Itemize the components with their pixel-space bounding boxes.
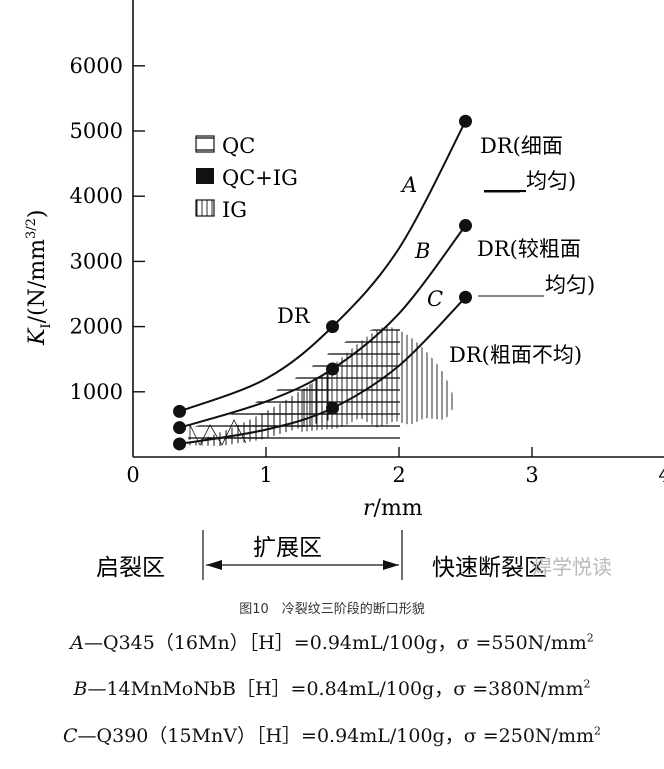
y-tick-label-1000: 1000 bbox=[70, 380, 123, 404]
marker-c-0 bbox=[173, 437, 187, 451]
x-tick-label-0: 0 bbox=[126, 463, 139, 487]
zone-initiation: 启裂区 bbox=[96, 555, 165, 581]
marker-b-1 bbox=[326, 362, 339, 376]
y-tick-label-5000: 5000 bbox=[70, 119, 123, 143]
figure-caption: 图10 冷裂纹三阶段的断口形貌 bbox=[239, 602, 425, 617]
y-tick-label-4000: 4000 bbox=[70, 184, 123, 208]
legend-ig: IG bbox=[222, 198, 247, 222]
note-a: A—Q345（16Mn）［H］=0.94mL/100g，σ =550N/mm2 bbox=[70, 631, 594, 654]
y-tick-label-3000: 3000 bbox=[70, 249, 123, 273]
marker-b-2 bbox=[459, 219, 472, 233]
legend-qc-ig: QC+IG bbox=[222, 166, 298, 190]
marker-a-2 bbox=[459, 114, 472, 128]
marker-c-1 bbox=[326, 401, 339, 415]
curve-label-c: C bbox=[427, 287, 443, 311]
note-b: B—14MnMoNbB［H］=0.84mL/100g，σ =380N/mm2 bbox=[73, 677, 591, 700]
note-c: C—Q390（15MnV）［H］=0.94mL/100g，σ =250N/mm2 bbox=[62, 724, 601, 747]
y-axis-label: KI/(N/mm3/2) bbox=[24, 210, 54, 346]
dr-label: DR bbox=[277, 304, 311, 328]
zone-fast-fracture: 快速断裂区 bbox=[432, 555, 547, 581]
curve-label-b: B bbox=[414, 239, 430, 263]
x-axis-label: r/mm bbox=[363, 496, 423, 521]
y-tick-label-6000: 6000 bbox=[70, 54, 123, 78]
end-label-b-line2: 均匀) bbox=[545, 273, 595, 297]
fracture-region bbox=[180, 326, 456, 448]
end-label-c: DR(粗面不均) bbox=[449, 343, 582, 367]
x-tick-label-4: 4 bbox=[658, 463, 664, 487]
legend-qc: QC bbox=[222, 134, 255, 158]
marker-c-2 bbox=[459, 290, 472, 304]
curve-label-a: A bbox=[400, 173, 417, 197]
zone-propagation: 扩展区 bbox=[253, 535, 322, 561]
end-label-a-line1: DR(细面 bbox=[480, 134, 563, 158]
marker-a-1 bbox=[326, 320, 339, 334]
qc-ig-mixed-region bbox=[180, 370, 330, 446]
end-label-a-line2: 均匀) bbox=[484, 169, 576, 193]
watermark: 焊学悦读 bbox=[532, 555, 612, 579]
y-tick-label-2000: 2000 bbox=[70, 315, 123, 339]
x-tick-label-2: 2 bbox=[392, 463, 405, 487]
end-label-b-line1: DR(较粗面 bbox=[477, 237, 581, 261]
marker-b-0 bbox=[173, 421, 187, 435]
zone-bar: 启裂区 扩展区 快速断裂区 bbox=[96, 530, 547, 581]
x-tick-label-3: 3 bbox=[525, 463, 538, 487]
marker-a-0 bbox=[173, 404, 187, 418]
x-tick-label-1: 1 bbox=[259, 463, 272, 487]
legend: QC QC+IG IG bbox=[195, 134, 298, 222]
